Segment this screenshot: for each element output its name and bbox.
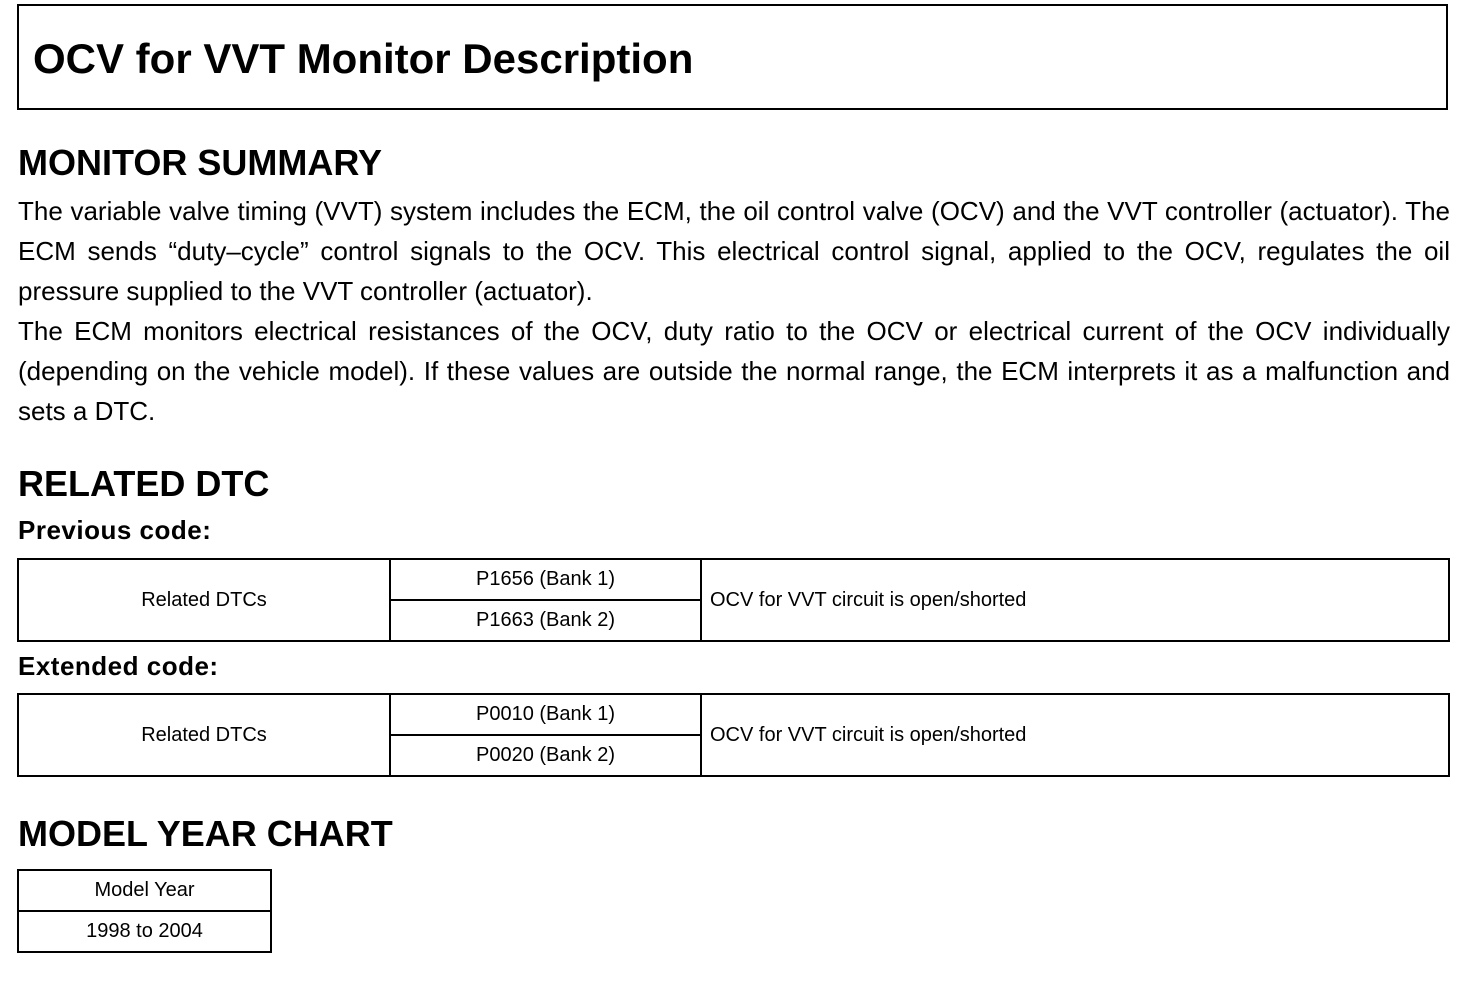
model-year-value: 1998 to 2004 xyxy=(17,910,272,953)
dtc-code: P1656 (Bank 1) xyxy=(389,558,702,601)
extended-code-label: Extended code: xyxy=(18,651,219,681)
row-label: Related DTCs xyxy=(17,558,391,642)
extended-code-table: Related DTCs P0010 (Bank 1) OCV for VVT … xyxy=(17,693,1450,777)
model-year-table: Model Year 1998 to 2004 xyxy=(17,869,272,953)
monitor-summary-heading: MONITOR SUMMARY xyxy=(18,142,382,183)
dtc-description: OCV for VVT circuit is open/shorted xyxy=(700,693,1450,777)
row-label: Related DTCs xyxy=(17,693,391,777)
summary-paragraph-1: The variable valve timing (VVT) system i… xyxy=(18,196,1450,306)
dtc-code: P1663 (Bank 2) xyxy=(389,599,702,642)
title-box: OCV for VVT Monitor Description xyxy=(17,4,1448,110)
dtc-code: P0020 (Bank 2) xyxy=(389,734,702,777)
dtc-description: OCV for VVT circuit is open/shorted xyxy=(700,558,1450,642)
page-title: OCV for VVT Monitor Description xyxy=(33,35,694,82)
previous-code-label: Previous code: xyxy=(18,515,212,545)
model-year-chart-heading: MODEL YEAR CHART xyxy=(18,813,393,854)
previous-code-table: Related DTCs P1656 (Bank 1) OCV for VVT … xyxy=(17,558,1450,642)
dtc-code: P0010 (Bank 1) xyxy=(389,693,702,736)
summary-paragraph-2: The ECM monitors electrical resistances … xyxy=(18,316,1450,426)
model-year-header: Model Year xyxy=(17,869,272,912)
related-dtc-heading: RELATED DTC xyxy=(18,463,270,504)
